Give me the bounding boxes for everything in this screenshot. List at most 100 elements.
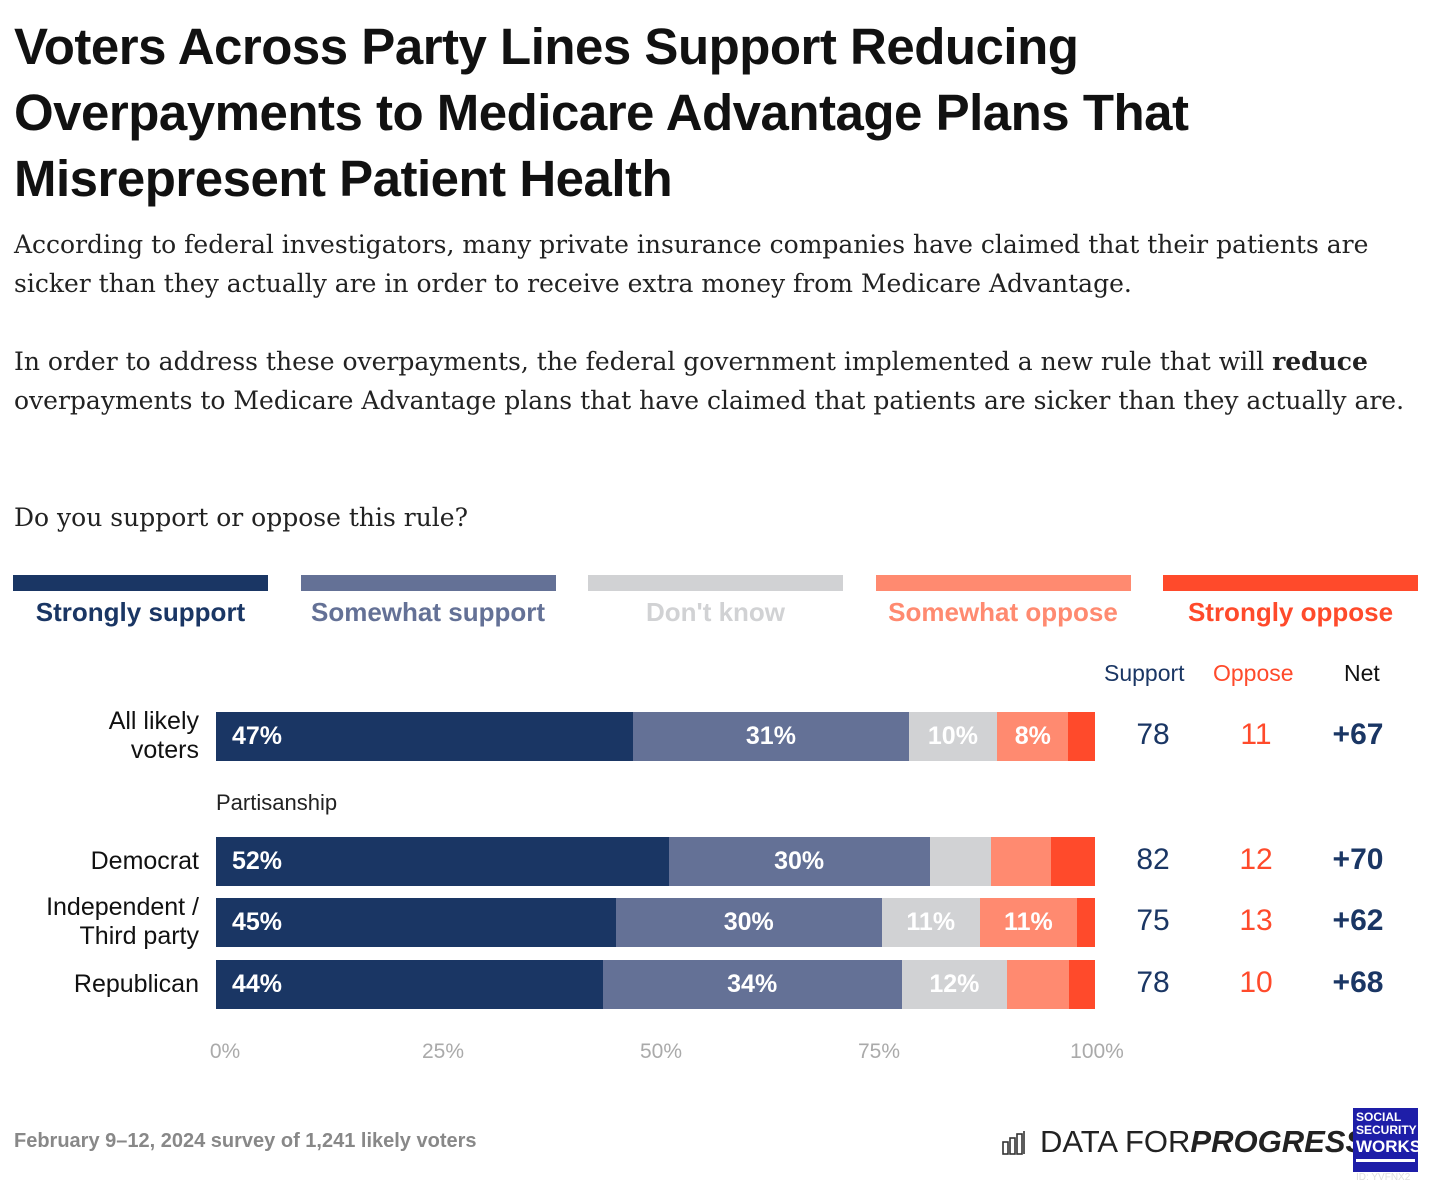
subtitle-2-bold: reduce	[1272, 347, 1368, 376]
x-tick-label: 0%	[209, 1040, 241, 1063]
row-label-line: Independent /	[46, 893, 199, 921]
bar-segment-strongly-support: 47%	[216, 712, 634, 761]
support-value: 75	[1136, 904, 1170, 937]
group-label: Partisanship	[216, 790, 338, 815]
bar-segment-don-t-know: 11%	[881, 898, 980, 947]
legend-item: Don't know	[588, 575, 843, 628]
oppose-value: 10	[1239, 966, 1273, 999]
net-value: +70	[1332, 843, 1384, 876]
ssw-line-3: WORKS.	[1356, 1137, 1426, 1156]
oppose-value: 12	[1239, 843, 1273, 876]
row-label: Republican	[74, 970, 199, 999]
stacked-bar: 44% 34% 12%	[216, 960, 1095, 1009]
bar-segment-strongly-oppose	[1051, 837, 1095, 886]
legend-swatch	[588, 575, 843, 591]
data-label: 34%	[727, 970, 778, 998]
data-label: 52%	[232, 847, 283, 875]
data-label: 11%	[906, 908, 956, 936]
row-label-line: All likely	[108, 707, 199, 735]
bar-segment-strongly-oppose	[1068, 960, 1095, 1009]
bar-segment-somewhat-support: 31%	[633, 712, 909, 761]
header-net: Net	[1344, 660, 1380, 686]
row-label-line: Republican	[73, 969, 199, 998]
bar-segment-strongly-support: 52%	[216, 837, 669, 886]
legend-item: Strongly oppose	[1163, 575, 1418, 628]
oppose-value: 13	[1239, 904, 1273, 937]
data-label: 30%	[723, 908, 774, 936]
logo-text-bold: PROGRESS	[1190, 1124, 1367, 1159]
row-label-line: Democrat	[90, 846, 199, 875]
data-label: 47%	[232, 722, 283, 750]
bar-chart-icon	[1002, 1131, 1025, 1155]
legend-label: Somewhat oppose	[888, 597, 1118, 627]
ssw-line-1: SOCIAL	[1356, 1110, 1402, 1124]
x-tick-label: 100%	[1070, 1040, 1124, 1063]
data-label: 45%	[232, 908, 283, 936]
data-label: 11%	[1004, 908, 1053, 936]
subtitle-1: According to federal investigators, many…	[14, 230, 1369, 298]
bar-segment-strongly-oppose	[1068, 712, 1095, 761]
header-support: Support	[1104, 660, 1185, 686]
chart-title: Voters Across Party Lines Support Reduci…	[14, 18, 1189, 207]
net-value: +62	[1332, 904, 1384, 937]
row-label: All likely voters	[109, 707, 199, 765]
data-label: 8%	[1014, 722, 1051, 750]
image-id: ID: YVFNX2	[1356, 1172, 1411, 1183]
stacked-bar: 47% 31% 10% 8%	[216, 712, 1095, 761]
support-value: 78	[1136, 966, 1170, 999]
x-tick-label: 50%	[639, 1040, 683, 1063]
legend-label: Somewhat support	[310, 597, 545, 627]
subtitle-2: In order to address these overpayments, …	[14, 342, 1414, 420]
legend-label: Strongly support	[35, 597, 246, 627]
net-value: +68	[1332, 966, 1384, 999]
legend-item: Somewhat oppose	[875, 575, 1131, 628]
row-label-line: Third party	[79, 922, 199, 950]
stacked-bar: 52% 30%	[216, 837, 1095, 886]
bar-segment-don-t-know	[929, 837, 991, 886]
bar-segment-strongly-oppose	[1077, 898, 1095, 947]
bar-segment-somewhat-oppose: 8%	[997, 712, 1069, 761]
subtitle-2-post: overpayments to Medicare Advantage plans…	[14, 386, 1405, 415]
bar-segment-somewhat-support: 30%	[615, 898, 882, 947]
source-note: February 9–12, 2024 survey of 1,241 like…	[14, 1130, 477, 1152]
legend-swatch	[300, 575, 556, 591]
x-tick-label: 25%	[421, 1040, 465, 1063]
bar-segment-somewhat-oppose	[1007, 960, 1069, 1009]
net-value: +67	[1332, 718, 1384, 751]
data-label: 10%	[927, 722, 978, 750]
legend-swatch	[875, 575, 1131, 591]
legend-item: Somewhat support	[300, 575, 556, 628]
bar-segment-strongly-support: 44%	[216, 960, 603, 1009]
data-label: 30%	[774, 847, 825, 875]
social-security-works-logo: SOCIAL SECURITY WORKS.	[1353, 1108, 1426, 1172]
legend-swatch	[1163, 575, 1418, 591]
data-label: 12%	[929, 970, 980, 998]
bar-segment-somewhat-oppose: 11%	[979, 898, 1078, 947]
logo-text-regular: DATA FOR	[1040, 1124, 1191, 1159]
data-label: 44%	[232, 970, 283, 998]
support-value: 78	[1136, 718, 1170, 751]
data-label: 31%	[745, 722, 796, 750]
row-label-line: voters	[130, 736, 199, 764]
question: Do you support or oppose this rule?	[14, 503, 468, 532]
row-label: Democrat	[91, 847, 199, 876]
x-tick-label: 75%	[857, 1040, 901, 1063]
bar-segment-don-t-know: 10%	[908, 712, 998, 761]
row-label: Independent / Third party	[46, 893, 199, 951]
support-value: 82	[1136, 843, 1170, 876]
legend-item: Strongly support	[13, 575, 268, 628]
bar-segment-strongly-support: 45%	[216, 898, 616, 947]
data-for-progress-logo: DATA FOR PROGRESS	[1002, 1124, 1366, 1160]
bar-segment-don-t-know: 12%	[901, 960, 1008, 1009]
bar-segment-somewhat-oppose	[990, 837, 1052, 886]
legend-swatch	[13, 575, 268, 591]
oppose-value: 11	[1240, 718, 1272, 751]
legend-label: Strongly oppose	[1187, 597, 1394, 627]
bar-segment-somewhat-support: 34%	[602, 960, 902, 1009]
legend-label: Don't know	[645, 597, 786, 627]
ssw-line-2: SECURITY	[1356, 1123, 1417, 1137]
stacked-bar: 45% 30% 11% 11%	[216, 898, 1095, 947]
bar-segment-somewhat-support: 30%	[668, 837, 930, 886]
subtitle-2-pre: In order to address these overpayments, …	[14, 347, 1273, 376]
